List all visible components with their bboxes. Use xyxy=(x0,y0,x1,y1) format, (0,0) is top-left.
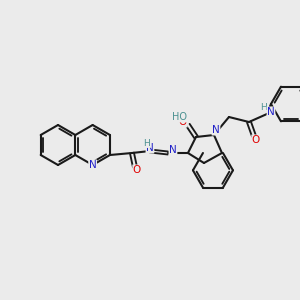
Text: O: O xyxy=(252,135,260,145)
Text: O: O xyxy=(179,117,187,127)
Text: N: N xyxy=(89,160,97,170)
Text: HO: HO xyxy=(172,112,188,122)
Text: H: H xyxy=(144,139,150,148)
Text: N: N xyxy=(169,145,177,155)
Text: N: N xyxy=(267,107,275,117)
Text: N: N xyxy=(212,125,220,135)
Text: O: O xyxy=(133,165,141,175)
Text: N: N xyxy=(146,143,154,153)
Text: H: H xyxy=(261,103,267,112)
